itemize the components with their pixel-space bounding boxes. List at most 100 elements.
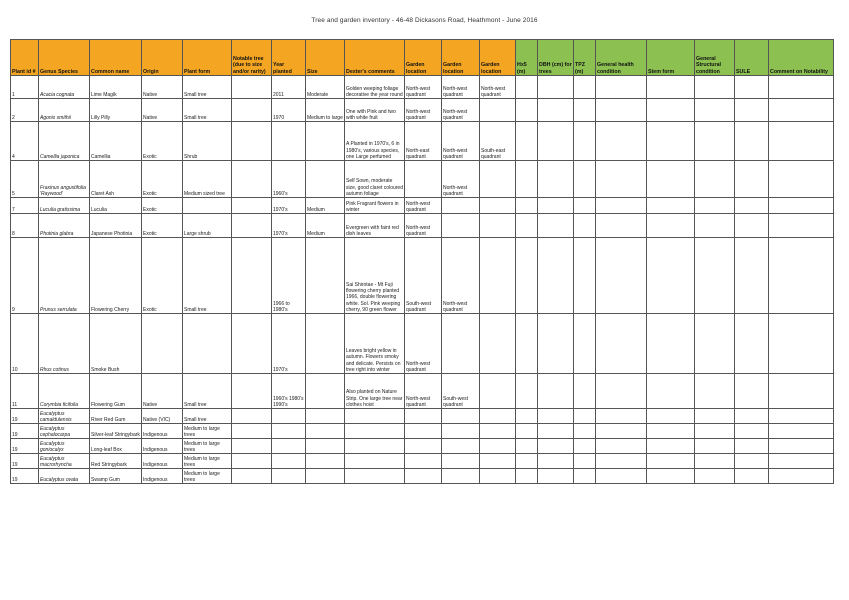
cell-empty — [768, 313, 834, 374]
cell-empty — [573, 121, 596, 161]
table-row: 11 Corymbia ficifolia Flowering Gum Native S… — [10, 373, 834, 409]
cell-garden-location-2 — [441, 438, 480, 454]
cell-garden-location-3 — [479, 98, 516, 122]
cell-notable — [231, 438, 272, 454]
header-genus-species: Genus Species — [38, 39, 90, 76]
cell-empty — [734, 75, 769, 99]
cell-empty — [573, 423, 596, 439]
cell-size: Moderate — [305, 75, 345, 99]
cell-empty — [734, 373, 769, 409]
cell-comments: Pink Fragrant flowers in winter — [344, 197, 405, 214]
cell-origin: Indigenous — [141, 453, 183, 469]
cell-empty — [768, 75, 834, 99]
cell-garden-location-2: North-west quadrant — [441, 237, 480, 314]
table-row: 7 Luculia gratissima Luculia Exotic 1970's Me… — [10, 197, 834, 214]
cell-empty — [515, 213, 538, 238]
cell-comments: Sai Shirotae - Mt Fuji flowering cherry … — [344, 237, 405, 314]
cell-garden-location-3 — [479, 408, 516, 424]
cell-empty — [595, 313, 647, 374]
cell-empty — [646, 213, 695, 238]
cell-garden-location-3 — [479, 438, 516, 454]
cell-garden-location-3 — [479, 373, 516, 409]
cell-empty — [694, 438, 735, 454]
cell-plant-form: Large shrub — [182, 213, 232, 238]
cell-garden-location-2: North-west quadrant — [441, 98, 480, 122]
cell-empty — [646, 438, 695, 454]
cell-plant-id: 19 — [10, 423, 39, 439]
table-row: 4 Camellia japonica Camellia Exotic Shrub A P… — [10, 121, 834, 161]
cell-empty — [694, 468, 735, 484]
cell-year-planted — [271, 453, 306, 469]
cell-origin: Native — [141, 75, 183, 99]
cell-empty — [734, 453, 769, 469]
cell-empty — [646, 121, 695, 161]
cell-plant-form — [182, 197, 232, 214]
cell-year-planted — [271, 408, 306, 424]
cell-comments: Also planted on Nature Strip. One large … — [344, 373, 405, 409]
cell-garden-location-2: North-west quadrant — [441, 75, 480, 99]
cell-notable — [231, 468, 272, 484]
cell-origin: Exotic — [141, 160, 183, 198]
cell-empty — [515, 75, 538, 99]
cell-empty — [515, 408, 538, 424]
cell-garden-location-3: North-west quadrant — [479, 75, 516, 99]
cell-garden-location-1: North-west quadrant — [404, 197, 442, 214]
cell-empty — [573, 468, 596, 484]
cell-empty — [694, 98, 735, 122]
cell-empty — [768, 213, 834, 238]
cell-plant-id: 5 — [10, 160, 39, 198]
cell-size — [305, 373, 345, 409]
cell-empty — [595, 197, 647, 214]
cell-year-planted: 2011 — [271, 75, 306, 99]
cell-empty — [515, 438, 538, 454]
header-common-name: Common name — [89, 39, 142, 76]
cell-empty — [694, 453, 735, 469]
cell-plant-form: Medium to large trees — [182, 438, 232, 454]
cell-size — [305, 237, 345, 314]
table-row: 10 Rhus cotinus Smoke Bush 1970's Leaves bri… — [10, 313, 834, 374]
header-general-health: General health condition — [595, 39, 647, 76]
cell-origin: Native — [141, 98, 183, 122]
table-row: 19 Eucalyptus ovata Swamp Gum Indigenous Med… — [10, 468, 834, 484]
cell-empty — [573, 373, 596, 409]
cell-year-planted — [271, 468, 306, 484]
cell-garden-location-2: North-west quadrant — [441, 121, 480, 161]
cell-plant-form: Small tree — [182, 237, 232, 314]
cell-garden-location-1: North-west quadrant — [404, 75, 442, 99]
cell-notable — [231, 98, 272, 122]
cell-garden-location-3: South-east quadrant — [479, 121, 516, 161]
cell-empty — [595, 75, 647, 99]
cell-garden-location-1: North-west quadrant — [404, 313, 442, 374]
cell-origin: Indigenous — [141, 438, 183, 454]
cell-plant-id: 19 — [10, 468, 39, 484]
header-row: Plant id # Genus Species Common name Ori… — [10, 39, 834, 76]
cell-plant-form: Small tree — [182, 98, 232, 122]
cell-plant-id: 11 — [10, 373, 39, 409]
table-row: 19 Eucalyptus goniocalyx Long-leaf Box Indi… — [10, 438, 834, 454]
cell-empty — [694, 121, 735, 161]
cell-notable — [231, 160, 272, 198]
inventory-table: Plant id # Genus Species Common name Ori… — [10, 39, 834, 484]
cell-notable — [231, 373, 272, 409]
cell-empty — [768, 373, 834, 409]
cell-empty — [694, 373, 735, 409]
cell-empty — [768, 438, 834, 454]
cell-genus-species: Photinia glabra — [38, 213, 90, 238]
cell-plant-id: 10 — [10, 313, 39, 374]
header-size: Size — [305, 39, 345, 76]
cell-size — [305, 423, 345, 439]
cell-empty — [646, 98, 695, 122]
header-structural-condition: General Structural condition — [694, 39, 735, 76]
table-row: 9 Prunus serrulata Flowering Cherry Exotic S… — [10, 237, 834, 314]
cell-empty — [537, 453, 574, 469]
cell-plant-id: 7 — [10, 197, 39, 214]
cell-plant-id: 8 — [10, 213, 39, 238]
header-garden-location-2: Garden location — [441, 39, 480, 76]
cell-empty — [537, 313, 574, 374]
cell-common-name: Lime Magik — [89, 75, 142, 99]
cell-empty — [573, 75, 596, 99]
header-year-planted: Year planted — [271, 39, 306, 76]
cell-garden-location-1 — [404, 160, 442, 198]
cell-empty — [694, 313, 735, 374]
header-garden-location-3: Garden location — [479, 39, 516, 76]
